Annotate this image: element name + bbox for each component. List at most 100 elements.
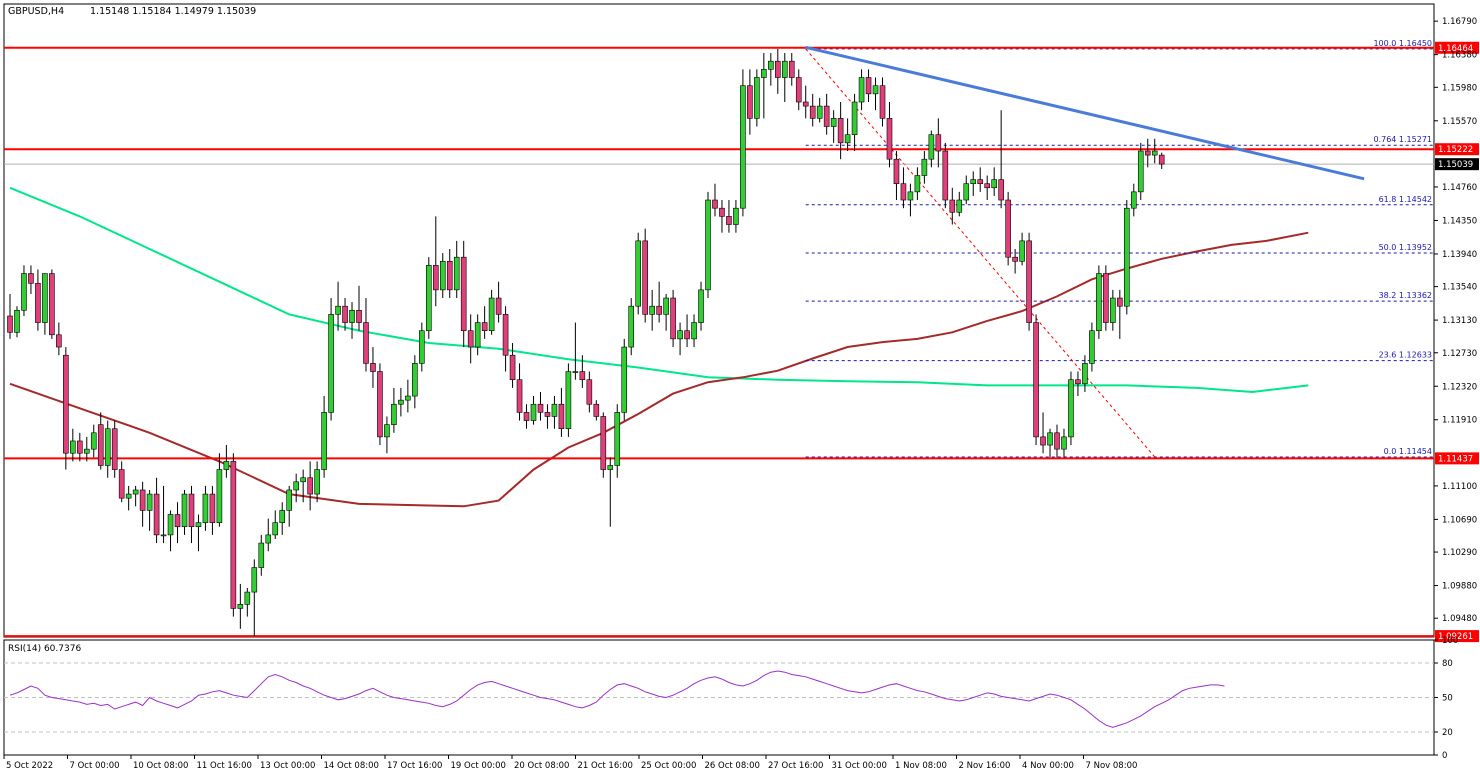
trendline-group: [805, 45, 1365, 181]
candle-body-bear: [998, 179, 1004, 201]
price-tick-label: 1.09880: [1442, 582, 1477, 592]
candle-body-bull: [761, 69, 767, 78]
candle: [1137, 142, 1144, 201]
candle-body-bear: [342, 305, 348, 323]
candle: [628, 298, 635, 356]
candle-body-bear: [893, 158, 900, 184]
time-tick-label: 21 Oct 16:00: [578, 761, 633, 771]
candle: [907, 183, 914, 217]
rsi-tick-label: 80: [1442, 659, 1453, 669]
candle: [28, 265, 34, 294]
time-tick-label: 7 Nov 08:00: [1086, 761, 1138, 771]
moving-average-slow: [9, 186, 1309, 394]
candle: [1103, 265, 1109, 331]
candle: [104, 420, 111, 478]
candle: [1075, 371, 1081, 397]
candle-body-bull: [530, 403, 537, 421]
candle-body-bear: [49, 273, 55, 336]
candle-body-bull: [858, 77, 865, 103]
candle: [467, 314, 474, 364]
price-tick-label: 1.16380: [1442, 51, 1477, 61]
candle: [921, 151, 928, 184]
candle-body-bull: [405, 395, 411, 401]
current-price-tag: [1435, 158, 1479, 171]
candle-body-bear: [174, 514, 181, 528]
candle-body-bull: [572, 371, 579, 373]
candle: [942, 142, 949, 209]
time-tick-label: 2 Nov 16:00: [959, 761, 1011, 771]
candle-body-bull: [251, 567, 258, 593]
time-axis: 5 Oct 2022 7 Oct 00:00 10 Oct 08:00 11 Oct …: [3, 755, 1138, 771]
candle: [754, 69, 760, 127]
candle: [621, 338, 628, 421]
candle-body-bull: [781, 60, 788, 78]
candle-body-bull: [816, 105, 823, 119]
candle-body-bear: [1005, 199, 1011, 258]
candle: [488, 289, 495, 335]
candle: [719, 200, 725, 233]
candle: [984, 175, 991, 201]
candle: [14, 306, 20, 338]
candle-body-bull: [1096, 273, 1102, 332]
candle: [258, 534, 265, 576]
candle: [398, 387, 404, 417]
fib-level-label: 0.764 1.15271: [1373, 135, 1432, 144]
candle: [1040, 412, 1046, 454]
candle: [1110, 289, 1116, 331]
candle-body-bear: [719, 207, 725, 217]
candle-body-bear: [879, 85, 886, 119]
candle-body-bear: [886, 118, 893, 160]
candle-body-bull: [991, 179, 997, 189]
candle-body-bear: [935, 134, 942, 152]
candle-body-bull: [90, 432, 97, 450]
rsi-tick-label: 20: [1442, 728, 1453, 738]
candle-body-bear: [111, 428, 118, 470]
candle: [35, 269, 41, 331]
candle: [774, 48, 781, 94]
candle-body-bull: [132, 489, 139, 495]
candle-body-bear: [1012, 256, 1018, 262]
candle-body-bear: [984, 183, 991, 189]
candle-body-bull: [565, 371, 572, 430]
candle-body-bull: [237, 604, 244, 609]
candle: [1130, 183, 1137, 217]
candle: [195, 514, 202, 552]
candle: [202, 485, 209, 531]
candle: [586, 371, 593, 413]
time-tick-label: 5 Oct 2022: [6, 761, 53, 771]
candle-body-bear: [460, 256, 467, 332]
candle: [251, 559, 258, 637]
level-price-label: 1.16464: [1438, 44, 1473, 54]
candle-body-bull: [921, 158, 928, 176]
fib-level-label: 23.6 1.12633: [1379, 351, 1432, 360]
candle: [174, 502, 181, 544]
candle: [90, 424, 97, 458]
candle: [167, 510, 174, 552]
candle: [1005, 191, 1011, 266]
candle-body-bear: [1026, 240, 1032, 323]
candles: [7, 48, 1165, 637]
candle: [1082, 355, 1088, 392]
candle-body-bear: [188, 493, 195, 528]
moving-averages: [9, 186, 1309, 508]
candle-body-bear: [788, 60, 795, 78]
candle-body-bear: [139, 489, 146, 511]
candle: [509, 342, 516, 388]
candle: [935, 118, 942, 168]
candle-body-bull: [1047, 432, 1053, 446]
candle-body-bear: [795, 77, 802, 103]
candle: [663, 293, 669, 331]
candle: [768, 53, 774, 86]
time-tick-label: 14 Oct 08:00: [324, 761, 379, 771]
candle: [314, 461, 320, 503]
candle-body-bull: [384, 424, 390, 438]
candle: [698, 281, 704, 331]
candle: [795, 69, 802, 111]
candle-body-bull: [258, 542, 265, 568]
candle: [900, 167, 907, 209]
candle: [858, 69, 865, 111]
level-price-tag: [1435, 41, 1479, 54]
time-tick-label: 20 Oct 08:00: [514, 761, 569, 771]
candle: [530, 396, 537, 425]
